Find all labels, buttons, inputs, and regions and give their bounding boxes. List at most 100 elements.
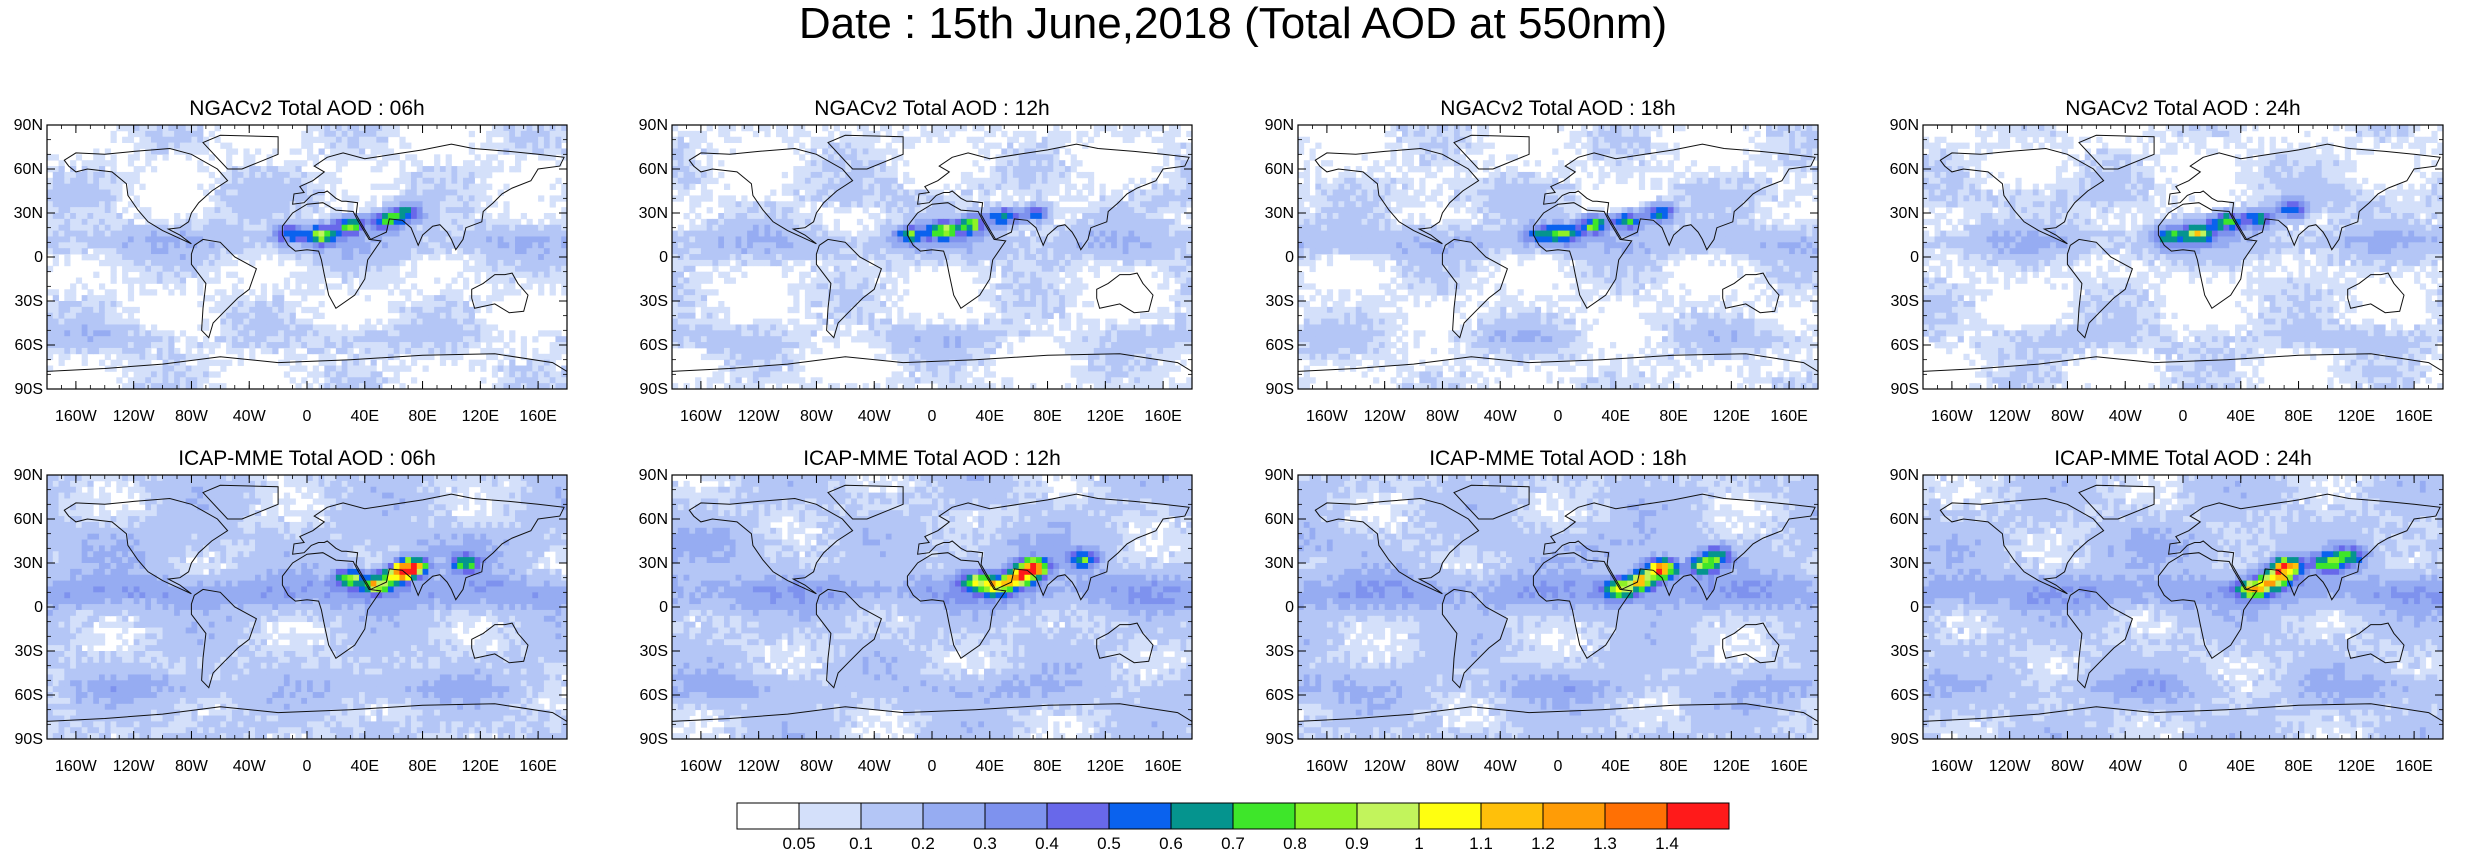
lat-tick-label: 30S [1266,293,1294,310]
lon-tick-label: 160E [519,758,556,775]
lat-tick-label: 30S [15,293,43,310]
lat-tick-label: 90S [1891,381,1919,398]
lat-tick-label: 60N [14,161,43,178]
colorbar-label: 0.2 [911,834,935,853]
lon-tick-label: 80E [1659,758,1687,775]
map-panel: NGACv2 Total AOD : 12h 160W 120W 80W 40W 0 40E… [639,97,1193,425]
lon-tick-label: 0 [928,758,937,775]
panel-title: ICAP-MME Total AOD : 06h [178,447,436,470]
lon-tick-label: 40E [1602,408,1630,425]
coastline [190,588,258,689]
lat-tick-label: 60N [639,161,668,178]
colorbar-label: 0.05 [782,834,815,853]
aod-field [1923,475,2443,739]
colorbar-label: 0.6 [1159,834,1183,853]
lat-tick-label: 90N [1265,117,1294,134]
lon-tick-label: 120E [2338,758,2375,775]
map-panel: NGACv2 Total AOD : 18h 160W 120W 80W 40W 0 40E… [1265,97,1819,425]
lat-tick-label: 0 [1910,599,1919,616]
coastline [63,497,229,595]
coastline [1532,202,1633,310]
lon-tick-label: 160W [680,408,723,425]
lon-tick-label: 160E [2395,408,2432,425]
lat-tick-label: 0 [34,599,43,616]
lat-tick-label: 90S [1266,731,1294,748]
lon-tick-label: 160E [1144,758,1181,775]
lat-tick-label: 90N [639,117,668,134]
lat-tick-label: 60S [640,337,668,354]
aod-field [47,475,567,739]
lon-tick-label: 40E [976,758,1004,775]
lat-tick-label: 90N [14,117,43,134]
coastline [2157,552,2258,660]
coastline [1543,493,1816,601]
figure-title: Date : 15th June,2018 (Total AOD at 550n… [0,0,2466,48]
lat-tick-label: 60S [1891,337,1919,354]
lat-tick-label: 90S [15,731,43,748]
coastline [1441,238,1509,339]
coastlines [672,134,1192,389]
lon-tick-label: 160W [1306,408,1349,425]
lat-tick-label: 30S [640,643,668,660]
lon-tick-label: 160W [55,758,98,775]
lon-tick-label: 120W [113,408,156,425]
panel-title: NGACv2 Total AOD : 24h [2065,97,2300,120]
lon-tick-label: 40E [351,408,379,425]
panel-title: NGACv2 Total AOD : 06h [189,97,424,120]
coastline [688,147,854,245]
lat-tick-label: 60S [1891,687,1919,704]
lat-tick-label: 0 [1285,249,1294,266]
lat-tick-label: 90N [639,467,668,484]
colorbar-box [860,802,924,830]
coastline [292,493,565,601]
coastline [190,238,258,339]
coastline [1722,272,1780,314]
lon-tick-label: 40W [858,758,892,775]
lon-tick-label: 160E [1770,758,1807,775]
coastline [47,703,567,739]
coastline [827,484,904,520]
lon-tick-label: 160W [1306,758,1349,775]
lat-tick-label: 0 [34,249,43,266]
lat-tick-label: 90S [640,731,668,748]
coastline [1939,147,2105,245]
lon-tick-label: 40W [2109,408,2143,425]
lat-tick-label: 90N [1890,117,1919,134]
coastline [2157,202,2258,310]
coastline [917,493,1190,601]
panel-title: ICAP-MME Total AOD : 12h [803,447,1061,470]
aod-field [1298,125,1818,389]
coastline [1441,588,1509,689]
lon-tick-label: 120E [2338,408,2375,425]
lon-tick-label: 120E [1713,758,1750,775]
lon-tick-label: 40E [2227,758,2255,775]
coastlines [47,134,567,389]
colorbar-label: 1.2 [1531,834,1555,853]
coastline [1314,497,1480,595]
colorbar-box [1480,802,1544,830]
lon-tick-label: 120E [462,408,499,425]
colorbar-label: 1.1 [1469,834,1493,853]
colorbar-box [1604,802,1668,830]
lon-tick-label: 0 [928,408,937,425]
lat-tick-label: 30N [1890,205,1919,222]
colorbar-box [984,802,1048,830]
coastline [1722,622,1780,664]
colorbar-label: 0.7 [1221,834,1245,853]
lon-tick-label: 160W [55,408,98,425]
lat-tick-label: 60N [1890,161,1919,178]
coastline [2347,272,2405,314]
lat-tick-label: 90S [1266,381,1294,398]
lon-tick-label: 0 [2179,758,2188,775]
coastline [672,353,1192,389]
coastline [906,202,1007,310]
coastline [1314,147,1480,245]
coastline [2347,622,2405,664]
colorbar-box [922,802,986,830]
lon-tick-label: 80E [408,408,436,425]
coastlines [1923,484,2443,739]
lon-tick-label: 40W [1484,758,1518,775]
coastline [292,143,565,251]
lon-tick-label: 80E [408,758,436,775]
coastline [1543,143,1816,251]
